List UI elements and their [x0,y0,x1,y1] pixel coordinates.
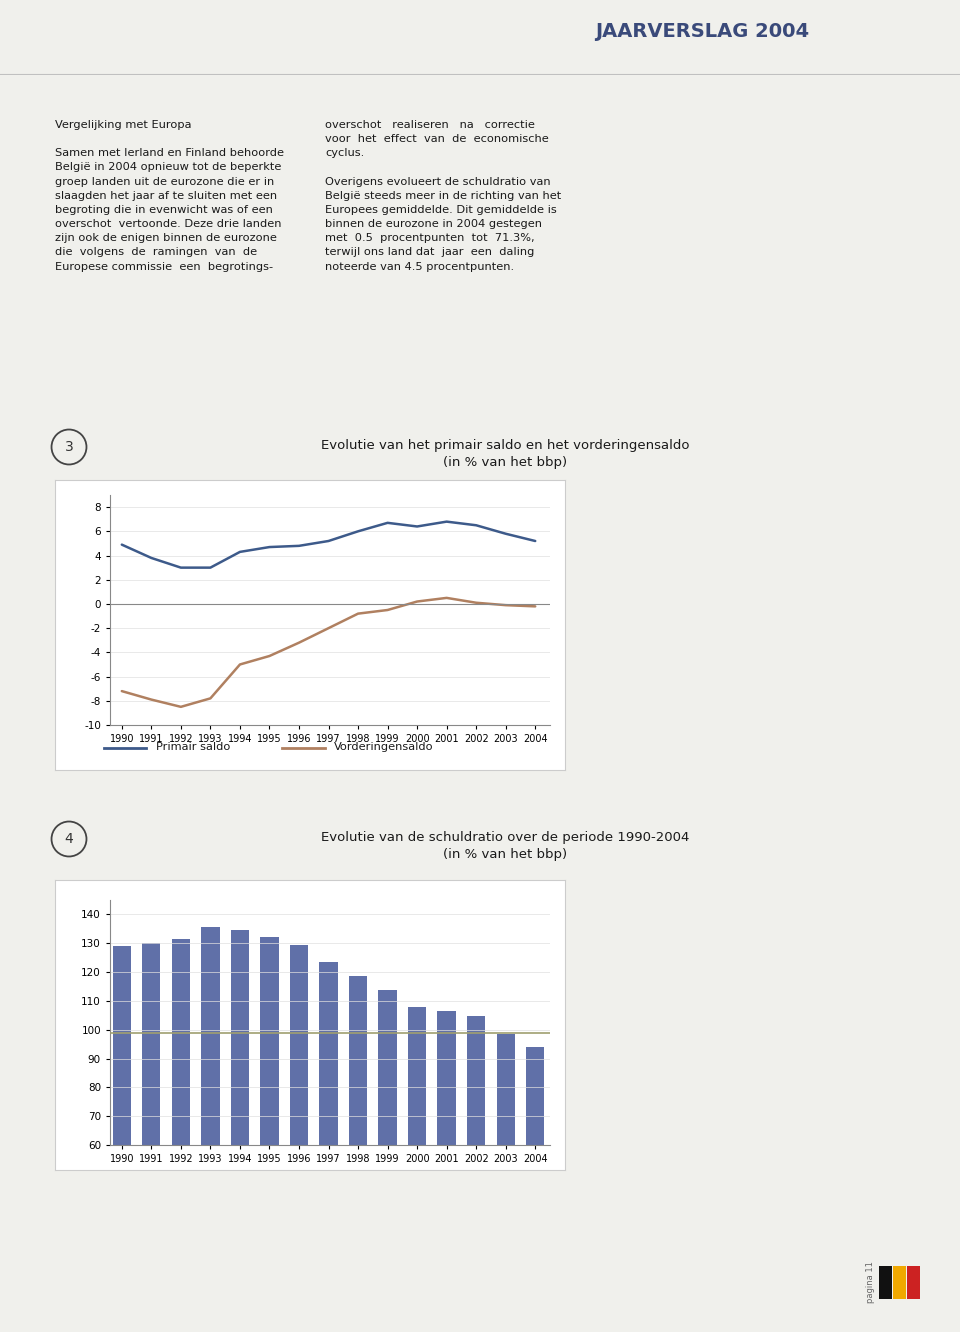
Bar [378,990,396,1317]
Text: 4: 4 [64,832,73,846]
Text: pagina 11: pagina 11 [866,1261,875,1304]
Text: Evolutie van de schuldratio over de periode 1990-2004: Evolutie van de schuldratio over de peri… [321,831,689,843]
Text: JAARVERSLAG 2004: JAARVERSLAG 2004 [595,23,809,41]
Bar [172,939,190,1317]
Bar [496,1034,515,1317]
Bar [879,1267,892,1299]
Text: overschot   realiseren   na   correctie
voor  het  effect  van  de  economische
: overschot realiseren na correctie voor h… [325,120,562,272]
Bar [290,944,308,1317]
Bar [467,1016,486,1317]
Bar [526,1047,544,1317]
Text: Vorderingensaldo: Vorderingensaldo [334,742,434,753]
Bar [230,930,249,1317]
Bar [260,938,278,1317]
Text: 3: 3 [64,440,73,454]
Text: (in % van het bbp): (in % van het bbp) [443,848,567,860]
Bar [112,947,131,1317]
Bar [348,976,368,1317]
Bar [907,1267,920,1299]
Text: Vergelijking met Europa

Samen met Ierland en Finland behoorde
België in 2004 op: Vergelijking met Europa Samen met Ierlan… [55,120,284,272]
Text: (in % van het bbp): (in % van het bbp) [443,456,567,469]
Bar [320,962,338,1317]
Text: Evolutie van het primair saldo en het vorderingensaldo: Evolutie van het primair saldo en het vo… [321,438,689,452]
Bar [408,1007,426,1317]
Bar [438,1011,456,1317]
Text: Primair saldo: Primair saldo [156,742,229,753]
Bar [893,1267,906,1299]
Bar [142,943,160,1317]
Bar [202,927,220,1317]
